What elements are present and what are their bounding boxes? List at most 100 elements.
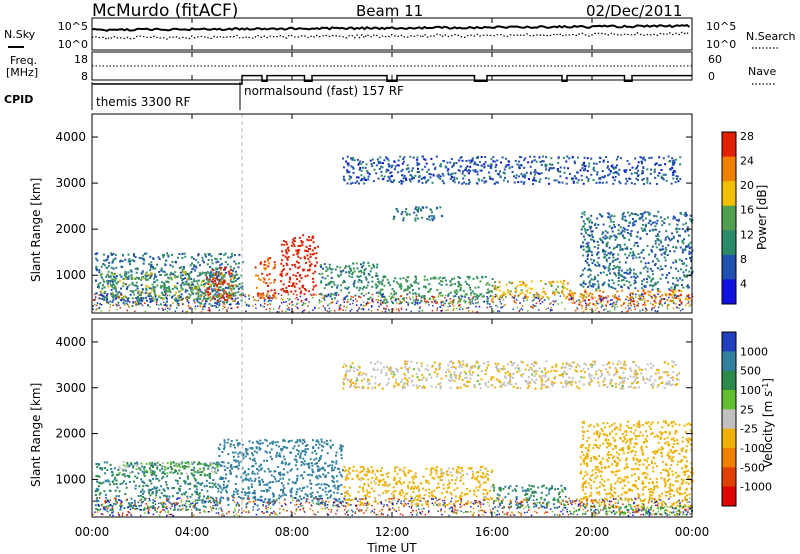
data-cell [290, 244, 293, 247]
data-cell [505, 164, 508, 167]
data-cell [612, 247, 615, 250]
data-cell [621, 234, 624, 237]
data-cell [197, 295, 200, 298]
data-cell [133, 480, 135, 483]
data-cell [109, 279, 112, 282]
data-cell [157, 461, 160, 464]
data-cell [204, 293, 207, 296]
data-cell [295, 282, 298, 285]
data-cell [203, 473, 206, 476]
data-cell [592, 166, 595, 169]
data-cell [145, 252, 148, 255]
data-cell [595, 289, 598, 292]
data-cell [432, 174, 435, 177]
data-cell [156, 465, 159, 468]
data-cell [100, 272, 103, 275]
data-cell [340, 270, 343, 273]
data-cell [416, 217, 419, 220]
data-cell [589, 273, 592, 276]
data-cell [224, 267, 227, 270]
data-cell [380, 281, 383, 284]
noise-cell [526, 299, 529, 302]
noise-cell [381, 296, 383, 298]
data-cell [477, 178, 480, 181]
data-cell [317, 498, 320, 500]
data-cell [122, 480, 125, 483]
data-cell [379, 288, 382, 291]
data-cell [582, 220, 585, 223]
noise-cell [661, 298, 663, 301]
noise-cell [168, 294, 171, 297]
data-cell [285, 257, 288, 260]
data-cell [219, 268, 222, 271]
data-cell [334, 292, 337, 295]
data-cell [583, 238, 586, 241]
data-cell [297, 444, 300, 447]
data-cell [280, 272, 283, 275]
data-cell [124, 273, 127, 275]
noise-cell [410, 310, 412, 313]
data-cell [192, 288, 195, 291]
data-cell [160, 286, 162, 289]
data-cell [233, 284, 236, 287]
data-cell [123, 468, 126, 471]
noise-cell [149, 293, 151, 295]
data-cell [630, 296, 633, 299]
noise-cell [283, 301, 285, 303]
data-cell [137, 472, 140, 475]
data-cell [194, 265, 197, 268]
data-cell [220, 253, 222, 255]
data-cell [544, 163, 547, 166]
data-cell [231, 284, 233, 287]
noise-cell [632, 293, 634, 296]
data-cell [220, 296, 223, 299]
data-cell [135, 276, 138, 279]
noise-cell [582, 310, 585, 313]
frequency-panel: Freq. [MHz] 18 8 60 0 Nave [6, 51, 776, 85]
data-cell [151, 464, 154, 467]
data-cell [592, 285, 595, 288]
data-cell [236, 489, 239, 492]
noise-cell [350, 295, 352, 298]
data-cell [661, 245, 664, 248]
data-cell [114, 489, 117, 492]
data-cell [128, 284, 131, 287]
data-cell [146, 471, 149, 474]
noise-cell [424, 298, 426, 300]
data-cell [412, 156, 415, 159]
data-cell [391, 296, 394, 299]
data-cell [643, 278, 646, 281]
data-cell [613, 167, 616, 170]
data-cell [256, 472, 259, 475]
noise-cell [345, 309, 347, 312]
noise-cell [440, 310, 442, 312]
data-cell [666, 304, 669, 307]
data-cell [220, 496, 223, 499]
data-cell [211, 466, 214, 469]
data-cell [176, 482, 179, 485]
noise-cell [618, 295, 620, 297]
data-cell [425, 206, 428, 209]
data-cell [605, 181, 608, 184]
data-cell [441, 172, 444, 175]
data-cell [420, 300, 423, 303]
data-cell [204, 462, 207, 465]
data-cell [334, 268, 337, 271]
data-cell [287, 246, 290, 249]
noise-cell [600, 300, 603, 302]
data-cell [635, 220, 638, 223]
data-cell [133, 499, 136, 502]
noise-cell [163, 304, 165, 306]
data-cell [390, 166, 393, 169]
data-cell [585, 296, 588, 299]
data-cell [120, 292, 123, 295]
data-cell [297, 267, 300, 270]
data-cell [352, 166, 355, 169]
data-cell [408, 286, 411, 289]
data-cell [191, 281, 193, 284]
data-cell [332, 469, 335, 471]
noise-cell [552, 300, 555, 302]
data-cell [166, 286, 169, 289]
data-cell [667, 281, 670, 284]
data-cell [534, 169, 537, 171]
